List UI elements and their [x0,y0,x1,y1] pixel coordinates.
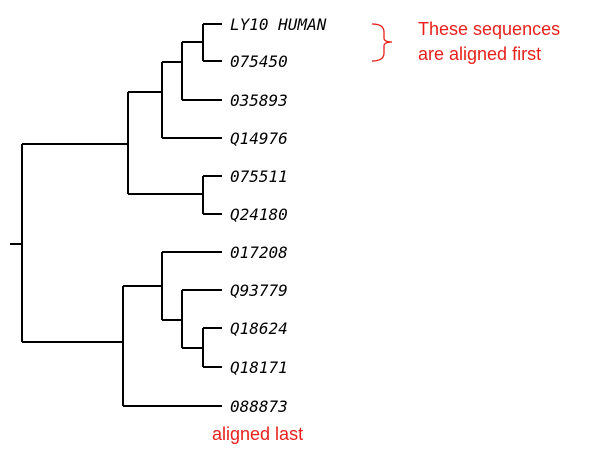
branch-clade-a [161,61,222,139]
leaf-label: 075450 [230,52,288,71]
branch-root [21,143,128,343]
aligned-first-annotation-line2: are aligned first [418,44,541,64]
curly-brace-icon [371,23,393,62]
tree-branches [10,23,222,407]
leaf-label: 075511 [230,167,288,186]
leaf-label: 088873 [230,397,288,416]
leaf-label: 035893 [230,91,288,110]
branch-clade-e [161,251,222,321]
leaf-label: Q14976 [230,129,288,148]
branch-clade-c [202,23,222,62]
leaf-label: Q24180 [230,205,288,224]
leaf-label: 017208 [230,243,288,262]
leaf-label: Q18171 [230,358,288,377]
leaf-label: Q18624 [230,319,288,338]
branch-clade-b [181,41,222,101]
leaf-labels: LY10 HUMAN 075450 035893 Q14976 075511 Q… [230,15,327,416]
leaf-label: Q93779 [230,281,288,300]
branch-lower-clade [122,285,222,407]
leaf-label: LY10 HUMAN [230,15,327,34]
branch-upper-clade [127,91,203,195]
aligned-last-annotation: aligned last [212,424,303,444]
branch-clade-f [181,289,222,349]
branch-clade-g [202,327,222,368]
aligned-first-annotation-line1: These sequences [418,19,560,39]
branch-clade-d [202,175,222,215]
